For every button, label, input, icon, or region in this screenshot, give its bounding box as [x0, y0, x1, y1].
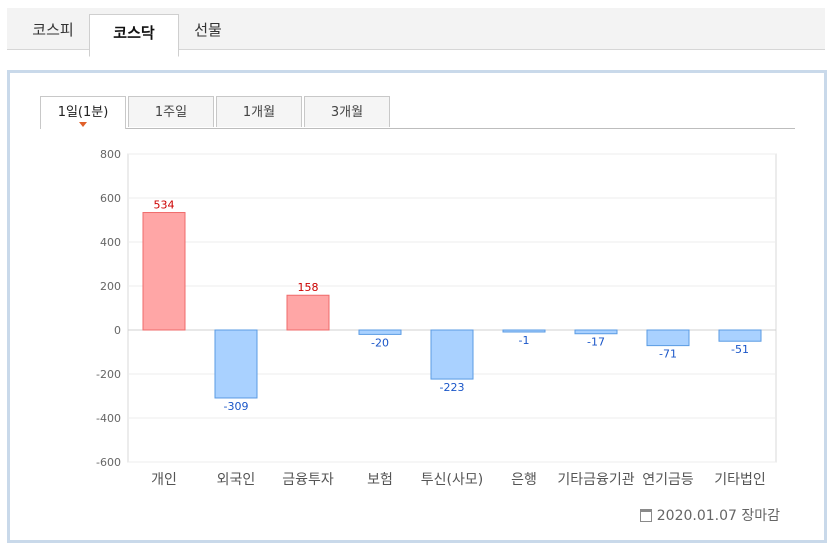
investor-chart-panel: 1일(1분) 1주일 1개월 3개월 -600 -400 -200 0 200 400 60…	[7, 70, 827, 543]
tab-1day[interactable]: 1일(1분)	[40, 96, 126, 129]
y-tick-label: 600	[100, 192, 121, 205]
bar-7	[646, 329, 690, 347]
data-label: -309	[224, 400, 249, 413]
x-tick-label: 투신(사모)	[421, 472, 483, 488]
market-tab-bar: 코스피 코스닥 선물	[7, 8, 825, 57]
x-tick-label: 은행	[511, 472, 537, 488]
bar-2	[286, 294, 330, 331]
x-tick-label: 개인	[151, 472, 177, 488]
investor-bar-chart: -600 -400 -200 0 200 400 600 800 534 개인 -309 외국인 158…	[96, 148, 777, 488]
x-tick-label: 기타금융기관	[557, 472, 634, 488]
data-label: 534	[154, 199, 175, 212]
bar-5	[502, 329, 546, 333]
tab-1week[interactable]: 1주일	[128, 96, 214, 127]
bar-1	[214, 329, 258, 399]
active-tab-arrow-icon	[79, 122, 87, 127]
bar-4	[430, 329, 474, 380]
calendar-icon	[639, 509, 652, 522]
data-label: -17	[587, 336, 605, 349]
data-label: -223	[440, 381, 465, 394]
tab-1day-label: 1일(1분)	[57, 105, 109, 120]
tab-3month[interactable]: 3개월	[304, 96, 390, 127]
tab-1month[interactable]: 1개월	[216, 96, 302, 127]
bar-3	[358, 329, 402, 335]
tab-kospi[interactable]: 코스피	[32, 21, 74, 39]
bar-6	[574, 329, 618, 335]
y-tick-label: 400	[100, 236, 121, 249]
period-tab-bar: 1일(1분) 1주일 1개월 3개월	[40, 96, 795, 129]
y-tick-label: -600	[96, 456, 121, 469]
x-tick-label: 기타법인	[714, 472, 766, 488]
data-label: 158	[298, 281, 319, 294]
tab-kosdaq[interactable]: 코스닥	[89, 14, 179, 57]
footer-date-text: 2020.01.07 장마감	[656, 508, 780, 524]
data-label: -1	[519, 334, 530, 347]
x-tick-label: 외국인	[217, 472, 256, 488]
y-tick-label: 0	[114, 324, 121, 337]
bar-0	[142, 212, 186, 331]
y-tick-label: 800	[100, 148, 121, 161]
data-label: -20	[371, 336, 389, 349]
plot-area	[127, 153, 777, 463]
footer-date: 2020.01.07 장마감	[639, 505, 780, 525]
x-tick-label: 보험	[367, 472, 393, 488]
y-tick-label: 200	[100, 280, 121, 293]
x-tick-label: 연기금등	[642, 472, 694, 488]
x-tick-label: 금융투자	[282, 472, 334, 488]
y-tick-label: -400	[96, 412, 121, 425]
data-label: -71	[659, 348, 677, 361]
bar-8	[718, 329, 762, 342]
data-label: -51	[731, 343, 749, 356]
tab-futures[interactable]: 선물	[194, 21, 222, 39]
y-tick-label: -200	[96, 368, 121, 381]
